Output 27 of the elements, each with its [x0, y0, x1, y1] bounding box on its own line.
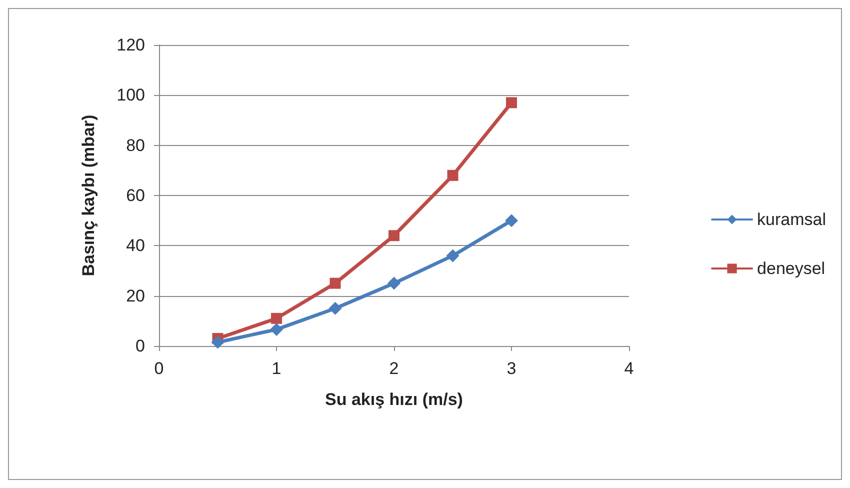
x-tick-label: 3: [506, 359, 516, 378]
point: [330, 278, 341, 289]
point: [446, 249, 460, 262]
x-tick-label: 0: [154, 359, 164, 378]
y-axis-title: Basınç kaybı (mbar): [79, 114, 98, 276]
x-tick-label: 1: [272, 359, 282, 378]
x-tick-label: 4: [624, 359, 634, 378]
y-tick-label: 60: [126, 186, 145, 205]
y-tick-label: 20: [126, 286, 145, 306]
point: [388, 276, 400, 290]
point: [271, 312, 282, 324]
y-tick-label: 120: [116, 36, 145, 54]
x-axis-title: Su akış hızı (m/s): [325, 390, 463, 409]
point: [388, 230, 400, 242]
point: [506, 97, 517, 108]
y-tick-label: 0: [136, 336, 145, 356]
y-tick-label: 40: [126, 236, 145, 256]
x-tick-label: 2: [389, 359, 399, 378]
point: [270, 322, 283, 336]
point: [447, 170, 458, 181]
legend-label: kuramsal: [757, 210, 826, 229]
y-tick-label: 100: [116, 86, 145, 105]
point: [328, 302, 342, 315]
y-tick-label: 80: [126, 136, 145, 155]
point: [211, 336, 224, 349]
point: [505, 214, 518, 228]
legend-label: deneysel: [757, 259, 826, 278]
